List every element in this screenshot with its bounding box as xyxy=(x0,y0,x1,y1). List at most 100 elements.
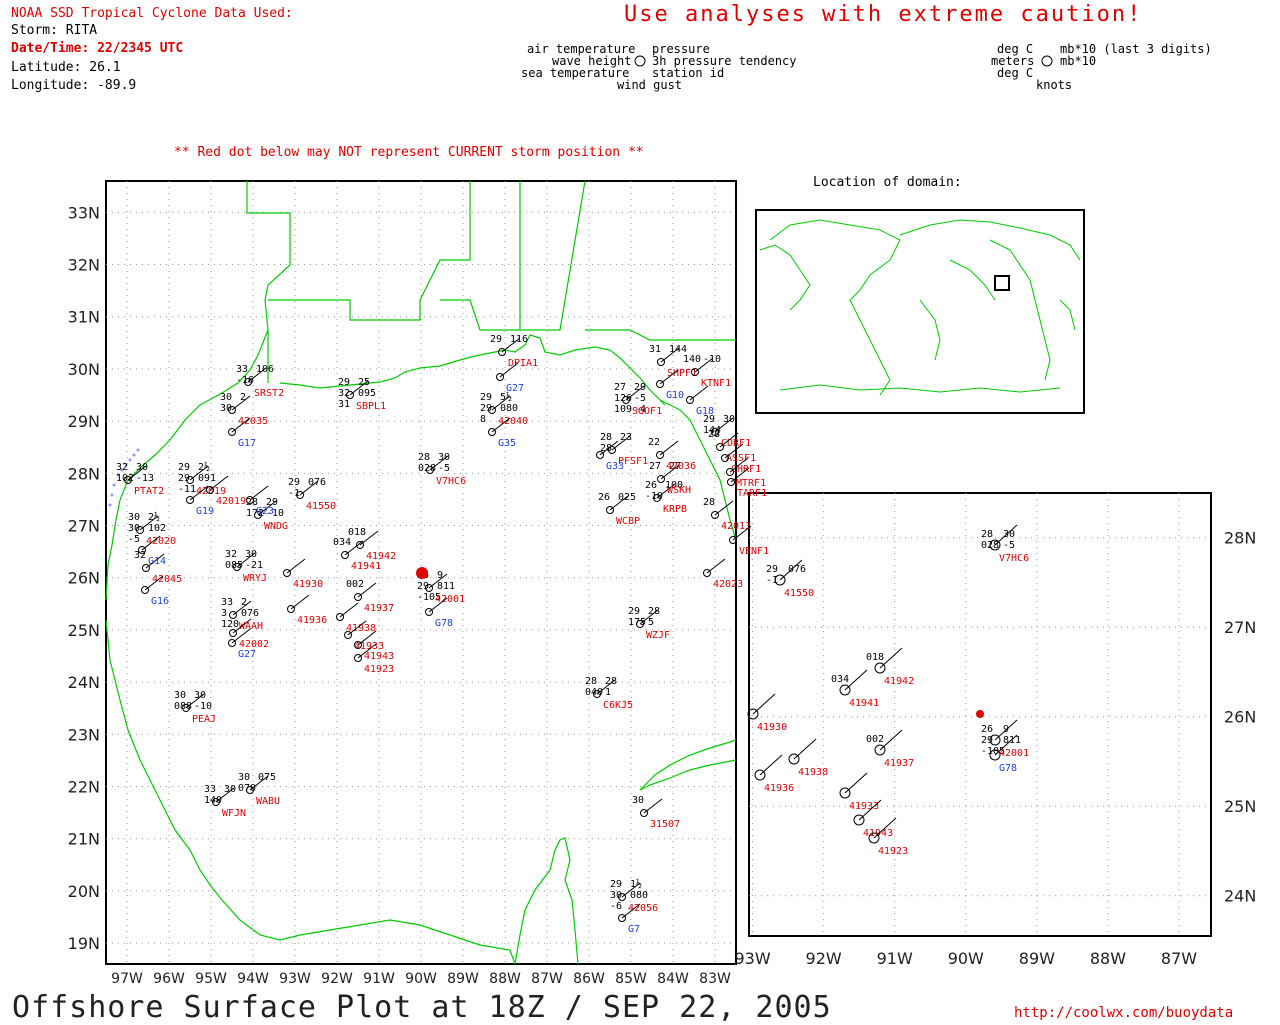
zoom-station-41941[interactable]: 034 41941 xyxy=(831,669,879,709)
station-42036[interactable]: 22 42036 xyxy=(648,437,696,472)
station-42056[interactable]: 29 1½ 30 080 -6 42056 xyxy=(610,878,658,914)
footer-url[interactable]: http://coolwx.com/buoydata xyxy=(1014,1005,1234,1021)
zoom-station-41550[interactable]: 29 076 -1 41550 xyxy=(766,559,814,599)
station-DPIA1[interactable]: 29 116 DPIA1 xyxy=(490,334,538,369)
station-42020[interactable]: 30 2½ 30 102 -5 42020 xyxy=(128,511,176,547)
station-42035[interactable]: 30 2 30 42035 xyxy=(220,392,268,427)
zoom-station-41923[interactable]: 41923 xyxy=(868,817,908,857)
station-G7[interactable]: G7 xyxy=(618,903,641,935)
station-42023[interactable]: 42023 xyxy=(703,558,744,590)
station-TARF1[interactable]: TARF1 xyxy=(727,467,768,499)
station-value: 28 xyxy=(605,676,617,687)
station-G16[interactable]: G16 xyxy=(141,575,170,607)
station-41942[interactable]: 018 41942 xyxy=(348,527,396,562)
station-value: 28 xyxy=(708,429,720,440)
station-KTNF1[interactable]: 140 -10 KTNF1 xyxy=(683,354,731,389)
zoom-station-G78[interactable]: G78 xyxy=(989,734,1018,774)
zoom-station-41938[interactable]: 41938 xyxy=(788,738,828,778)
station-value: 040 xyxy=(585,687,603,698)
legend-sea-temperature: sea temperature xyxy=(521,66,630,80)
zoom-station-41942[interactable]: 018 41942 xyxy=(866,647,914,687)
zoom-station-41943[interactable]: 41943 xyxy=(853,799,893,839)
station-41930[interactable]: 41930 xyxy=(283,558,324,590)
station-G35[interactable]: G35 xyxy=(488,417,517,449)
lat-label: 22N xyxy=(68,778,100,797)
zoom-station-V7HC6[interactable]: 28 30 028 -5 V7HC6 xyxy=(981,524,1029,564)
station-SHPF1[interactable]: 31 144 SHPF1 xyxy=(649,344,697,379)
lon-label: 97W xyxy=(111,971,143,987)
wind-barb xyxy=(428,573,448,589)
station-value: 140 xyxy=(204,795,222,806)
station-G27[interactable]: G27 xyxy=(228,628,257,660)
station-value: -105 xyxy=(417,592,441,603)
station-42019[interactable]: 42019 xyxy=(206,475,247,507)
station-id: 41938 xyxy=(798,767,828,778)
wind-barb xyxy=(730,467,750,483)
station-WCBP[interactable]: 26 025 WCBP xyxy=(598,492,640,527)
station-G78[interactable]: G78 xyxy=(425,597,454,629)
station-42002[interactable]: 42002 xyxy=(229,618,270,650)
station-41550[interactable]: 29 076 -1 41550 xyxy=(288,477,336,512)
zoom-station-41936[interactable]: 41936 xyxy=(754,754,794,794)
station-41938[interactable]: 41938 xyxy=(336,602,377,634)
station-42040[interactable]: 29 5½ 29 080 8 42040 xyxy=(480,391,528,427)
station-value: 29 xyxy=(610,879,622,890)
station-31507[interactable]: 30 31507 xyxy=(632,795,680,830)
station-marker xyxy=(233,563,241,571)
station-value: 2 xyxy=(240,392,246,403)
station-marker xyxy=(186,496,194,504)
station-G23[interactable]: G23 xyxy=(246,485,275,517)
station-marker xyxy=(336,613,344,621)
station-VENF1[interactable]: VENF1 xyxy=(729,525,770,557)
station-G18[interactable]: G18 xyxy=(686,385,715,417)
station-41941[interactable]: 034 41941 xyxy=(333,537,381,572)
station-41937[interactable]: 002 41937 xyxy=(346,579,394,614)
station-41943[interactable]: 41943 xyxy=(354,630,395,662)
station-ASSF1[interactable]: 28 ASSF1 xyxy=(708,429,756,464)
station-CHRF1[interactable]: CHRF1 xyxy=(721,443,762,475)
station-value: 126 xyxy=(614,393,632,404)
station-G19[interactable]: G19 xyxy=(186,485,215,517)
station-id: 42040 xyxy=(498,416,528,427)
station-41933[interactable]: 41933 xyxy=(344,620,385,652)
station-G33[interactable]: G33 xyxy=(596,440,625,472)
zoom-station-41930[interactable]: 41930 xyxy=(747,693,787,733)
station-MTRF1[interactable]: MTRF1 xyxy=(726,457,767,489)
station-PFSF1[interactable]: 28 23 28 PFSF1 xyxy=(600,432,648,467)
station-marker xyxy=(874,662,886,674)
station-SBPL1[interactable]: 29 25 32 095 31 SBPL1 xyxy=(338,377,386,412)
station-42019[interactable]: 29 2½ 29 091-11 42019 xyxy=(178,461,226,497)
station-WSKH[interactable]: 27 27 WSKH xyxy=(649,461,691,496)
station-value: 025 xyxy=(618,492,636,503)
station-id: 42045 xyxy=(152,574,182,585)
zoom-station-41937[interactable]: 002 41937 xyxy=(866,729,914,769)
station-G27[interactable]: G27 xyxy=(496,362,525,394)
station-42013[interactable]: 28 42013 xyxy=(703,497,751,532)
wind-barb xyxy=(357,582,377,598)
station-id: 41941 xyxy=(351,561,381,572)
station-G17[interactable]: G17 xyxy=(228,417,257,449)
station-41936[interactable]: 41936 xyxy=(287,594,328,626)
station-42045[interactable]: 32 42045 xyxy=(134,550,182,585)
station-id: G18 xyxy=(696,406,714,417)
station-G14[interactable]: G14 xyxy=(138,535,167,567)
wind-barb xyxy=(689,385,709,401)
station-value: 30 xyxy=(438,452,450,463)
station-41923[interactable]: 41923 xyxy=(354,643,395,675)
station-G10[interactable]: G10 xyxy=(656,369,685,401)
zoom-station-41933[interactable]: 41933 xyxy=(839,772,879,812)
